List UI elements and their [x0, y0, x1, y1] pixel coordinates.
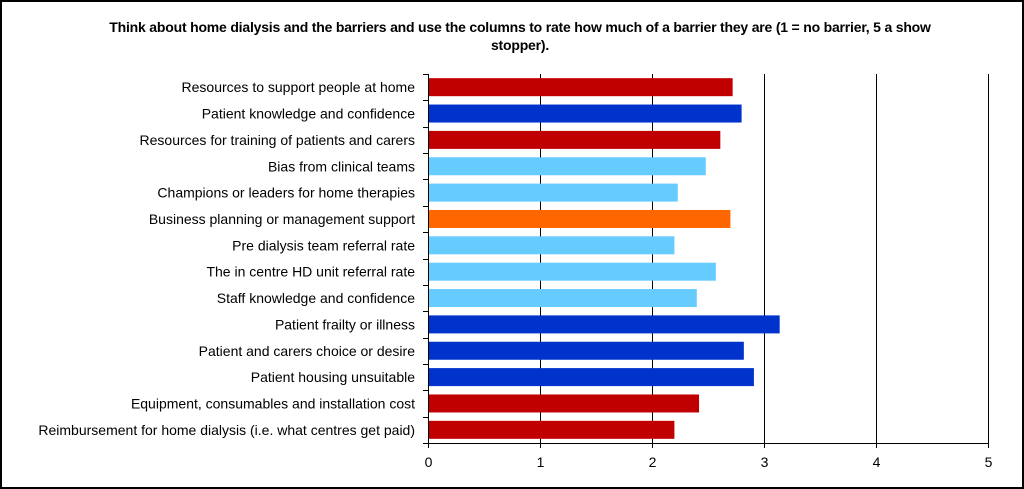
bar-9 — [429, 289, 697, 308]
axes — [423, 74, 989, 448]
category-label-3: Resources for training of patients and c… — [140, 132, 415, 148]
bar-11 — [429, 341, 744, 360]
category-label-6: Business planning or management support — [149, 211, 415, 227]
bar-4 — [429, 157, 706, 176]
x-tick-label-0: 0 — [425, 454, 433, 470]
category-label-9: Staff knowledge and confidence — [217, 290, 415, 306]
category-label-2: Patient knowledge and confidence — [202, 106, 415, 122]
category-label-4: Bias from clinical teams — [268, 158, 415, 174]
category-label-11: Patient and carers choice or desire — [199, 343, 416, 359]
bar-6 — [429, 209, 731, 228]
x-tick-label-1: 1 — [537, 454, 545, 470]
bar-1 — [429, 78, 733, 97]
bar-10 — [429, 315, 780, 334]
category-label-8: The in centre HD unit referral rate — [206, 264, 415, 280]
x-tick-label-5: 5 — [985, 454, 993, 470]
bar-7 — [429, 236, 675, 255]
bar-3 — [429, 130, 721, 149]
category-label-7: Pre dialysis team referral rate — [232, 237, 415, 253]
category-label-5: Champions or leaders for home therapies — [157, 185, 415, 201]
category-labels: Resources to support people at home Patie… — [38, 79, 415, 438]
bar-14 — [429, 420, 675, 439]
chart-title: Think about home dialysis and the barrie… — [109, 19, 931, 53]
bar-13 — [429, 394, 700, 413]
x-tick-label-4: 4 — [873, 454, 881, 470]
bar-5 — [429, 183, 678, 202]
bar-2 — [429, 104, 742, 123]
x-tick-labels: 0 1 2 3 4 5 — [425, 454, 993, 470]
category-label-10: Patient frailty or illness — [275, 316, 415, 332]
x-tick-label-3: 3 — [761, 454, 769, 470]
gridlines — [540, 74, 989, 443]
category-label-12: Patient housing unsuitable — [251, 369, 415, 385]
category-label-1: Resources to support people at home — [182, 79, 416, 95]
category-label-13: Equipment, consumables and installation … — [131, 395, 415, 411]
bars — [429, 78, 780, 439]
category-label-14: Reimbursement for home dialysis (i.e. wh… — [38, 422, 415, 438]
bar-8 — [429, 262, 716, 281]
bar-12 — [429, 368, 754, 387]
x-tick-label-2: 2 — [649, 454, 657, 470]
